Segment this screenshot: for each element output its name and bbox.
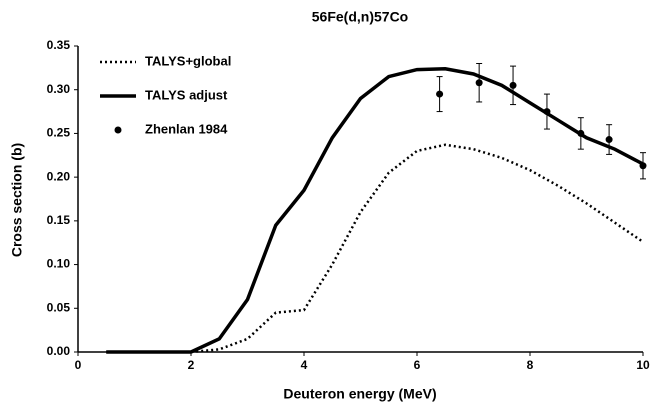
x-tick-label: 2 [188,358,195,372]
y-tick-label: 0.35 [47,38,71,52]
chart-title: 56Fe(d,n)57Co [312,9,408,25]
y-tick-label: 0.10 [47,257,71,271]
x-tick-label: 4 [301,358,308,372]
data-point [436,90,444,98]
x-tick-label: 8 [527,358,534,372]
y-axis-label: Cross section (b) [9,143,25,257]
data-point [605,136,613,144]
data-point [509,81,517,89]
y-tick-label: 0.20 [47,169,71,183]
legend-marker [114,126,122,134]
x-axis-label: Deuteron energy (MeV) [283,386,436,402]
data-point [577,129,585,137]
y-tick-label: 0.00 [47,344,71,358]
y-tick-label: 0.15 [47,213,71,227]
series-line [106,66,644,354]
data-point [475,79,483,87]
x-tick-label: 6 [414,358,421,372]
data-point [639,162,647,170]
legend-label: Zhenlan 1984 [145,121,228,136]
y-tick-label: 0.30 [47,82,71,96]
legend-label: TALYS adjust [145,87,228,102]
x-tick-label: 0 [75,358,82,372]
y-tick-label: 0.25 [47,126,71,140]
y-tick-label: 0.05 [47,300,71,314]
x-tick-label: 10 [636,358,650,372]
series-line [106,143,644,354]
legend-label: TALYS+global [145,53,231,68]
data-point [543,108,551,116]
